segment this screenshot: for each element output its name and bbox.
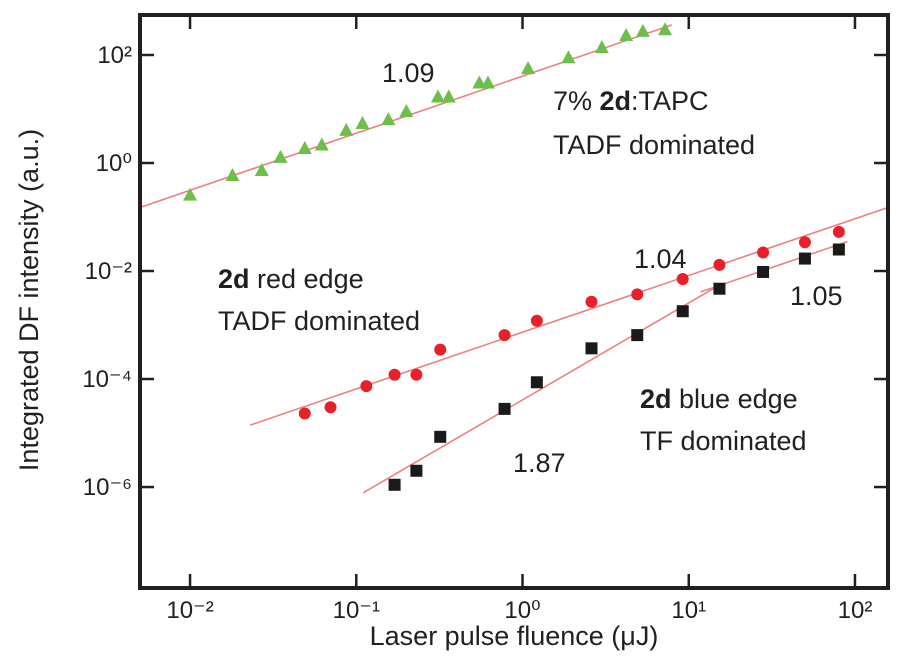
annotation-part: TADF dominated	[218, 306, 420, 336]
triangle-point	[521, 61, 536, 75]
y-tick-label: 10⁻²	[85, 258, 132, 285]
triangle-point	[381, 112, 396, 126]
triangle-point	[225, 167, 240, 181]
annotation: 1.04	[634, 244, 687, 274]
triangle-point	[480, 75, 495, 89]
annotation-part: TADF dominated	[553, 130, 755, 160]
square-point	[410, 464, 423, 477]
circle-point	[585, 295, 598, 308]
circle-point	[832, 225, 845, 238]
triangle-point	[183, 187, 198, 201]
circle-point	[388, 368, 401, 381]
x-tick-label: 10⁻¹	[333, 597, 380, 624]
x-tick-label: 10²	[838, 597, 873, 624]
square-point	[798, 252, 811, 265]
annotation-part: 1.09	[382, 58, 435, 88]
annotation: TADF dominated	[553, 130, 755, 160]
annotation-part: 1.04	[634, 244, 687, 274]
circle-point	[757, 246, 770, 259]
annotation-part: 1.05	[790, 281, 843, 311]
annotation: TADF dominated	[218, 306, 420, 336]
square-point	[530, 376, 543, 389]
triangle-point	[430, 89, 445, 103]
annotation-part: 1.87	[513, 448, 566, 478]
square-point	[631, 329, 644, 342]
annotation: 1.09	[382, 58, 435, 88]
x-tick-label: 10⁰	[504, 597, 540, 624]
plot-frame	[138, 13, 890, 590]
annotation: 2d red edge	[218, 264, 364, 294]
square-point	[388, 478, 401, 491]
circle-point	[410, 368, 423, 381]
circle-point	[798, 236, 811, 249]
annotation-part: red edge	[250, 264, 364, 294]
triangle-point	[658, 22, 673, 36]
annotation: 2d blue edge	[640, 384, 798, 414]
y-tick-label: 10⁻⁴	[82, 366, 132, 393]
square-point	[434, 430, 447, 443]
square-point	[676, 305, 689, 318]
circle-point	[713, 258, 726, 271]
annotation-part: 2d	[600, 86, 632, 116]
annotation-part: 2d	[640, 384, 672, 414]
circle-point	[631, 288, 644, 301]
square-point	[498, 402, 511, 415]
annotation: 1.05	[790, 281, 843, 311]
triangle-point	[355, 116, 370, 130]
triangle-point	[399, 103, 414, 117]
y-axis-title: Integrated DF intensity (a.u.)	[14, 129, 44, 471]
triangle-point	[441, 89, 456, 103]
x-tick-label: 10¹	[671, 597, 706, 624]
circle-point	[530, 314, 543, 327]
y-tick-label: 10⁰	[96, 150, 132, 177]
annotation-part: TF dominated	[640, 426, 807, 456]
y-tick-label: 10⁻⁶	[83, 474, 132, 501]
triangle-point	[619, 27, 634, 41]
triangle-point	[254, 163, 269, 177]
circle-point	[298, 407, 311, 420]
circle-point	[360, 380, 373, 393]
annotation-part: 2d	[218, 264, 250, 294]
triangle-point	[297, 140, 312, 154]
annotation-part: :TAPC	[631, 86, 709, 116]
triangle-point	[594, 40, 609, 54]
triangle-point	[339, 122, 354, 136]
annotation: 7% 2d:TAPC	[553, 86, 709, 116]
square-point	[713, 282, 726, 295]
x-axis-title: Laser pulse fluence (μJ)	[370, 621, 659, 651]
square-point	[585, 342, 598, 355]
circle-point	[498, 329, 511, 342]
y-tick-label: 10²	[97, 42, 132, 69]
x-tick-label: 10⁻²	[166, 597, 213, 624]
circle-point	[324, 401, 337, 414]
triangle-point	[273, 149, 288, 163]
annotation: 1.87	[513, 448, 566, 478]
triangle-point	[635, 23, 650, 37]
annotation-part: blue edge	[672, 384, 798, 414]
triangle-point	[314, 137, 329, 151]
circle-point	[434, 343, 447, 356]
annotation: TF dominated	[640, 426, 807, 456]
annotation-part: 7%	[553, 86, 600, 116]
fit-line	[362, 284, 720, 494]
circle-point	[676, 273, 689, 286]
triangle-point	[561, 50, 576, 64]
square-point	[757, 265, 770, 278]
fit-line	[249, 206, 888, 426]
square-point	[832, 243, 845, 256]
